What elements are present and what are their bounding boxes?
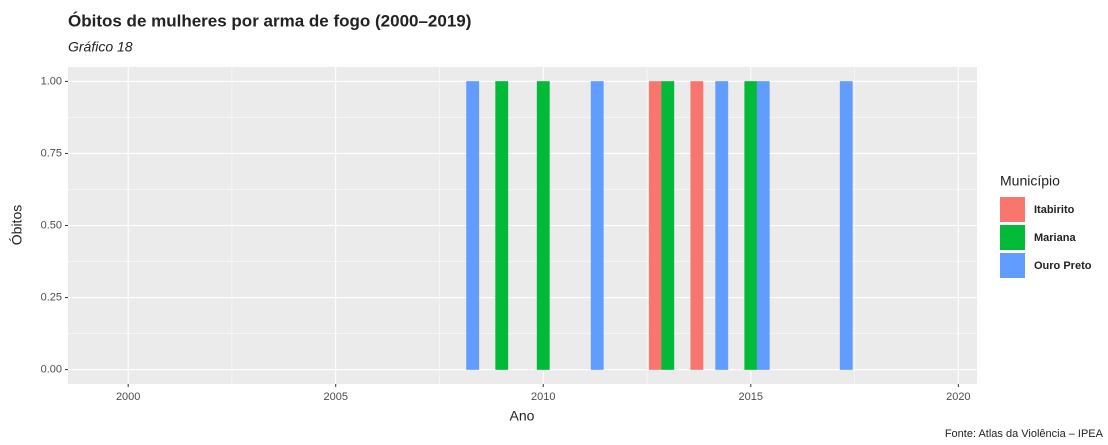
chart-subtitle: Gráfico 18 (68, 39, 133, 55)
x-tick-label: 2000 (116, 391, 140, 403)
y-tick-label: 1.00 (41, 75, 62, 87)
chart-title: Óbitos de mulheres por arma de fogo (200… (68, 11, 471, 30)
legend-label: Ouro Preto (1034, 260, 1092, 272)
x-tick-label: 2015 (739, 391, 763, 403)
bar (690, 81, 704, 370)
y-tick-label: 0.75 (41, 147, 62, 159)
bars (466, 81, 853, 370)
bar (744, 81, 758, 370)
x-tick-label: 2020 (946, 391, 970, 403)
bar (839, 81, 853, 370)
x-tick-label: 2010 (531, 391, 555, 403)
y-axis-label: Óbitos (9, 205, 25, 245)
bar (756, 81, 770, 370)
bar (495, 81, 509, 370)
bar (715, 81, 729, 370)
bar (661, 81, 675, 370)
legend-key (1000, 253, 1025, 278)
legend-key (1000, 197, 1025, 222)
bar (590, 81, 604, 370)
y-tick-label: 0.25 (41, 291, 62, 303)
x-tick-label: 2005 (323, 391, 347, 403)
x-axis-label: Ano (510, 408, 535, 424)
y-tick-label: 0.50 (41, 219, 62, 231)
y-tick-label: 0.00 (41, 363, 62, 375)
legend-key (1000, 225, 1025, 250)
legend-title: Município (1000, 173, 1060, 189)
legend-label: Mariana (1034, 232, 1076, 244)
bar (648, 81, 662, 370)
bar (536, 81, 550, 370)
bar (466, 81, 480, 370)
caption: Fonte: Atlas da Violência – IPEA (945, 428, 1104, 440)
legend-label: Itabirito (1034, 204, 1075, 216)
